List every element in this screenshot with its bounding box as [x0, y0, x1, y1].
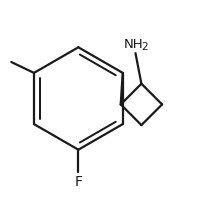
Text: 2: 2 — [141, 42, 148, 52]
Text: NH: NH — [124, 38, 143, 51]
Text: F: F — [74, 175, 82, 189]
